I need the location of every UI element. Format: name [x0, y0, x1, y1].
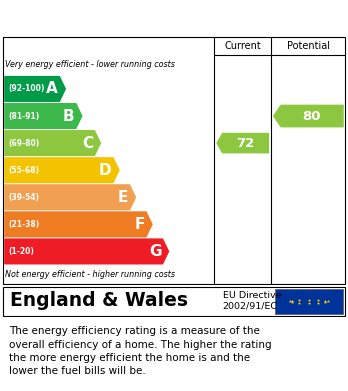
Polygon shape [216, 133, 269, 153]
Text: 72: 72 [236, 136, 254, 150]
Polygon shape [4, 76, 66, 102]
Polygon shape [4, 211, 153, 237]
Text: B: B [63, 109, 74, 124]
Polygon shape [4, 239, 169, 264]
Text: Current: Current [224, 41, 261, 51]
Text: Energy Efficiency Rating: Energy Efficiency Rating [9, 11, 229, 25]
Text: (69-80): (69-80) [8, 138, 40, 147]
Text: (1-20): (1-20) [8, 247, 34, 256]
Text: EU Directive
2002/91/EC: EU Directive 2002/91/EC [223, 291, 281, 310]
Text: A: A [46, 81, 58, 97]
Text: C: C [82, 136, 93, 151]
Text: (39-54): (39-54) [8, 193, 39, 202]
Text: (81-91): (81-91) [8, 111, 40, 120]
Text: Very energy efficient - lower running costs: Very energy efficient - lower running co… [5, 60, 175, 69]
Text: F: F [134, 217, 145, 232]
Bar [275, 289, 343, 314]
Text: England & Wales: England & Wales [10, 291, 188, 310]
Text: Potential: Potential [287, 41, 330, 51]
Polygon shape [4, 130, 101, 156]
Text: D: D [99, 163, 112, 178]
Text: Not energy efficient - higher running costs: Not energy efficient - higher running co… [5, 270, 175, 279]
Polygon shape [4, 184, 136, 210]
Text: G: G [149, 244, 161, 259]
Text: (21-38): (21-38) [8, 220, 40, 229]
Text: E: E [118, 190, 128, 205]
Text: (92-100): (92-100) [8, 84, 45, 93]
Text: (55-68): (55-68) [8, 166, 39, 175]
Text: The energy efficiency rating is a measure of the
overall efficiency of a home. T: The energy efficiency rating is a measur… [9, 326, 271, 376]
Polygon shape [4, 157, 120, 183]
Polygon shape [273, 105, 344, 127]
Text: 80: 80 [303, 109, 321, 122]
Polygon shape [4, 103, 82, 129]
